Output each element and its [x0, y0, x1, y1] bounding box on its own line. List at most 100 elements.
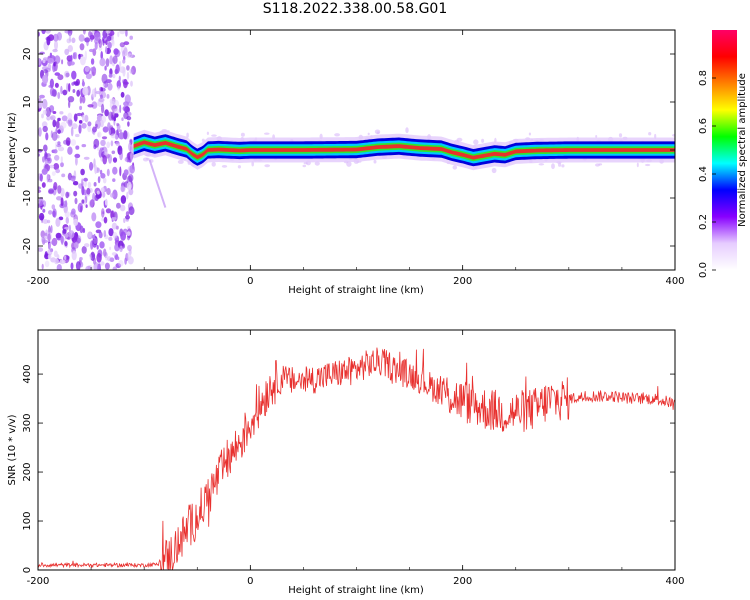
noise-blob — [125, 211, 130, 217]
noise-blob — [111, 252, 117, 256]
noise-blob — [42, 156, 45, 163]
x-tick-label: -200 — [27, 576, 50, 587]
spectrogram-plot: -200 0 200 400 -20 -10 0 10 20 Height of straigh… — [7, 29, 685, 296]
noise-blob — [56, 134, 60, 139]
y-tick-label: 200 — [22, 462, 33, 481]
noise-blob — [109, 257, 115, 263]
noise-blob — [42, 109, 47, 115]
noise-blob — [111, 217, 117, 220]
ridge-halo — [551, 163, 555, 170]
noise-blob — [54, 154, 60, 161]
noise-blob — [119, 129, 122, 133]
noise-blob — [57, 92, 61, 99]
noise-blob — [89, 67, 97, 72]
noise-blob — [98, 231, 103, 239]
noise-blob — [56, 144, 62, 148]
noise-blob — [61, 115, 68, 122]
noise-blob — [102, 191, 106, 198]
noise-blob — [93, 182, 97, 187]
noise-blob — [67, 45, 74, 52]
noise-blob — [77, 235, 82, 244]
noise-blob — [126, 191, 129, 200]
noise-blob — [73, 113, 78, 122]
noise-blob — [78, 34, 85, 42]
noise-blob — [52, 210, 56, 217]
noise-blob — [52, 119, 57, 128]
noise-blob — [87, 231, 92, 238]
noise-blob — [53, 250, 58, 258]
noise-blob — [68, 230, 75, 239]
noise-blob — [57, 117, 61, 122]
noise-blob — [84, 243, 90, 248]
noise-blob — [81, 122, 87, 129]
noise-blob — [90, 58, 95, 65]
noise-blob — [85, 73, 92, 80]
noise-blob — [60, 156, 63, 163]
noise-blob — [120, 91, 125, 98]
noise-blob — [56, 196, 63, 201]
noise-blob — [122, 59, 126, 64]
noise-blob — [55, 127, 58, 134]
noise-blob — [119, 166, 122, 177]
noise-blob — [127, 244, 132, 252]
noise-blob — [107, 41, 112, 49]
noise-blob — [98, 97, 105, 103]
noise-blob — [90, 32, 94, 42]
y-tick-label: 20 — [22, 48, 33, 61]
noise-blob — [42, 74, 49, 85]
noise-blob — [110, 193, 115, 198]
noise-blob — [81, 81, 85, 87]
noise-blob — [102, 39, 105, 46]
colorbar-tick-label: 0.2 — [698, 214, 709, 230]
y-tick-label: -20 — [22, 238, 33, 254]
noise-blob — [81, 95, 86, 104]
noise-blob — [110, 133, 117, 139]
noise-blob — [120, 185, 126, 193]
noise-blob — [66, 82, 69, 93]
noise-blob — [64, 48, 70, 56]
noise-blob — [91, 88, 96, 99]
snr-marks — [38, 347, 675, 570]
noise-blob — [113, 116, 116, 122]
noise-blob — [120, 204, 126, 212]
noise-blob — [78, 53, 84, 57]
noise-blob — [41, 98, 48, 109]
noise-blob — [107, 122, 111, 131]
noise-blob — [61, 173, 66, 178]
ridge-halo — [473, 139, 479, 145]
ridge-halo — [648, 132, 652, 136]
noise-blob — [105, 46, 108, 54]
noise-blob — [54, 40, 58, 50]
snr-x-axis-label: Height of straight line (km) — [288, 585, 424, 596]
noise-blob — [50, 130, 53, 138]
noise-blob — [96, 167, 99, 172]
noise-blob — [127, 251, 132, 260]
noise-blob — [101, 136, 108, 140]
noise-blob — [60, 162, 64, 168]
noise-blob — [57, 129, 61, 134]
noise-blob — [47, 116, 54, 120]
x-tick-label: -200 — [27, 276, 50, 287]
noise-blob — [110, 210, 115, 220]
noise-blob — [112, 178, 116, 183]
noise-blob — [82, 189, 88, 196]
noise-blob — [52, 48, 58, 53]
ridge-halo — [528, 132, 532, 136]
noise-blob — [82, 86, 89, 96]
ridge-halo — [221, 165, 228, 168]
noise-blob — [106, 187, 111, 196]
noise-blob — [41, 30, 46, 35]
noise-blob — [51, 240, 55, 245]
ridge-halo — [334, 133, 340, 137]
colorbar-gradient — [712, 30, 737, 270]
noise-blob — [96, 252, 102, 263]
noise-blob — [100, 115, 107, 124]
noise-blob — [56, 264, 62, 270]
noise-blob — [81, 144, 87, 148]
noise-blob — [109, 55, 113, 65]
noise-blob — [117, 256, 120, 261]
ridge-halo — [672, 134, 675, 137]
noise-blob — [112, 55, 118, 64]
noise-blob — [118, 75, 121, 82]
noise-blob — [55, 232, 62, 239]
